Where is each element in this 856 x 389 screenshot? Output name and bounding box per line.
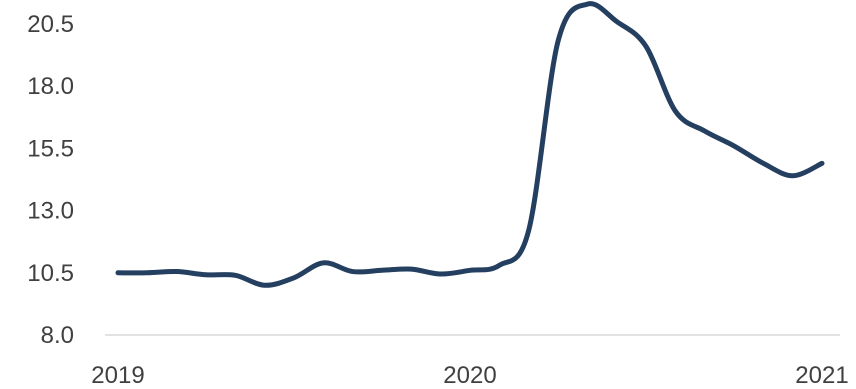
data-point xyxy=(497,263,502,268)
data-point xyxy=(585,2,590,7)
data-point xyxy=(614,19,619,24)
y-axis: 8.0 10.5 13.0 15.5 18.0 20.5 xyxy=(27,11,74,349)
data-point xyxy=(468,268,473,273)
data-point xyxy=(204,272,209,277)
data-point xyxy=(292,275,297,280)
data-point xyxy=(702,128,707,133)
series-group xyxy=(115,1,825,288)
data-point xyxy=(116,270,121,275)
data-point xyxy=(145,270,150,275)
data-point xyxy=(438,272,443,277)
y-tick-label: 8.0 xyxy=(41,322,74,349)
data-point xyxy=(820,161,825,166)
x-axis: 2019 2020 2021 xyxy=(91,362,848,389)
data-point xyxy=(761,161,766,166)
data-point xyxy=(262,283,267,288)
y-tick-label: 15.5 xyxy=(27,135,74,162)
data-point xyxy=(409,267,414,272)
data-point xyxy=(790,173,795,178)
series-line xyxy=(115,1,825,288)
data-point xyxy=(174,269,179,274)
data-point xyxy=(526,228,531,233)
data-point xyxy=(350,269,355,274)
x-tick-label: 2021 xyxy=(795,362,848,389)
data-point xyxy=(233,273,238,278)
y-tick-label: 18.0 xyxy=(27,73,74,100)
data-point xyxy=(321,260,326,265)
y-tick-label: 13.0 xyxy=(27,198,74,225)
y-tick-label: 20.5 xyxy=(27,11,74,38)
y-tick-label: 10.5 xyxy=(27,260,74,287)
data-point xyxy=(732,143,737,148)
data-point xyxy=(556,39,561,44)
data-point xyxy=(673,109,678,114)
data-point xyxy=(644,44,649,49)
x-tick-label: 2020 xyxy=(443,362,496,389)
data-point xyxy=(380,268,385,273)
x-tick-label: 2019 xyxy=(91,362,144,389)
